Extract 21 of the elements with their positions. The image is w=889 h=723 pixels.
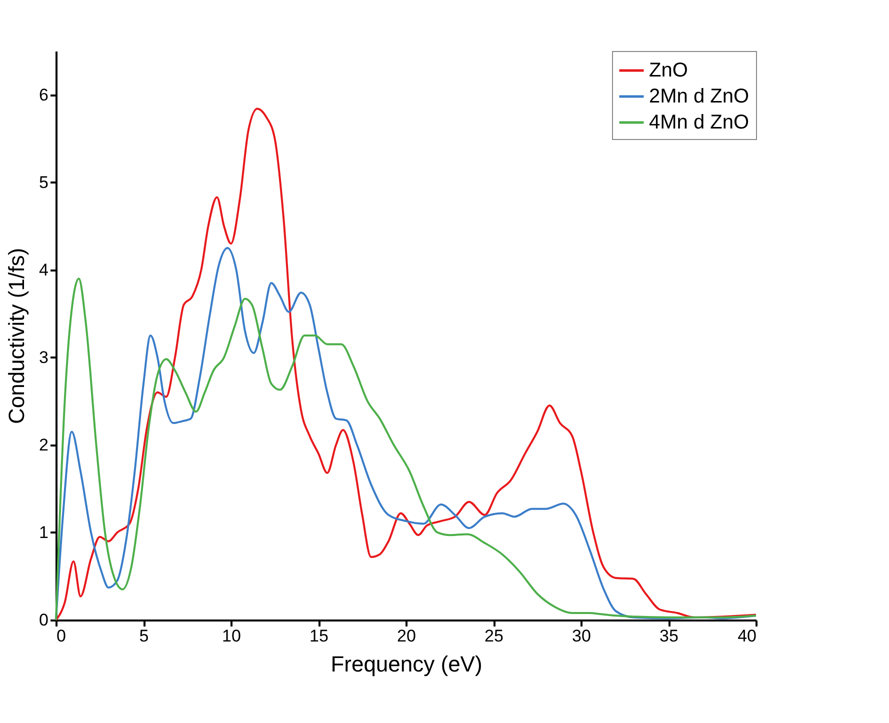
x-tick-label: 5 bbox=[139, 626, 149, 646]
x-tick-label: 20 bbox=[397, 626, 416, 646]
y-tick-label: 2 bbox=[39, 435, 48, 454]
y-tick-label: 5 bbox=[39, 172, 48, 192]
x-tick-label: 10 bbox=[222, 626, 241, 646]
x-tick-label: 35 bbox=[660, 626, 678, 646]
x-axis-title: Frequency (eV) bbox=[330, 652, 482, 676]
y-axis-title: Conductivity (1/fs) bbox=[4, 248, 30, 424]
legend-label: ZnO bbox=[649, 60, 688, 82]
x-tick-label: 0 bbox=[56, 626, 66, 646]
y-tick-label: 3 bbox=[39, 348, 48, 367]
x-tick-label: 30 bbox=[572, 626, 591, 646]
x-tick-label: 15 bbox=[310, 626, 328, 646]
x-tick-label: 40 bbox=[738, 626, 756, 646]
y-tick-label: 1 bbox=[39, 522, 48, 542]
y-tick-label: 0 bbox=[39, 610, 48, 630]
x-tick-label: 25 bbox=[484, 626, 504, 646]
y-tick-label: 6 bbox=[39, 85, 48, 104]
y-tick-label: 4 bbox=[39, 260, 48, 280]
legend-label: 4Mn d ZnO bbox=[649, 112, 750, 134]
legend-label: 2Mn d ZnO bbox=[649, 86, 750, 108]
